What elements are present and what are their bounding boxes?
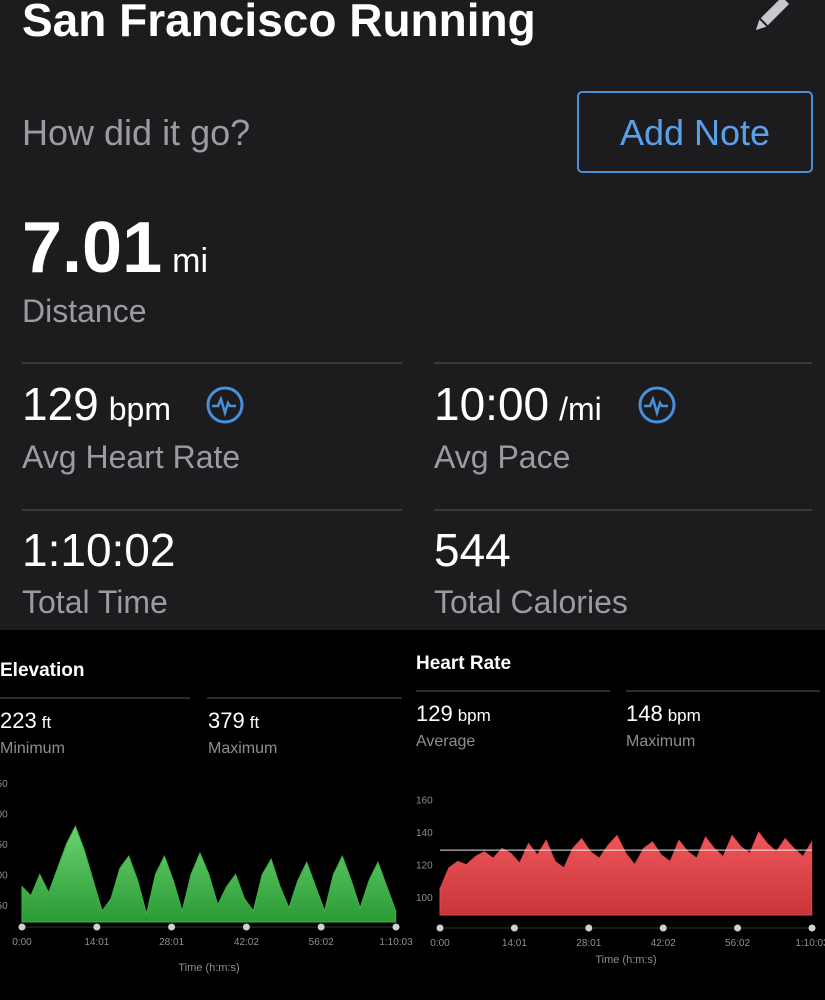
- add-note-label[interactable]: Add Note: [620, 112, 770, 153]
- x-tick-label: 28:01: [159, 937, 184, 948]
- area: [21, 824, 397, 923]
- x-tick-label: 0:00: [12, 937, 32, 948]
- stat-value: 544: [434, 524, 511, 576]
- x-axis-title: Time (h:m:s): [178, 962, 239, 974]
- chart-title: Elevation: [0, 660, 84, 681]
- x-tick-label: 56:02: [725, 938, 750, 949]
- stat-label: Avg Heart Rate: [22, 439, 240, 475]
- y-tick-label: 140: [416, 828, 433, 839]
- stat-unit: /mi: [559, 391, 602, 427]
- stat-number: 10:00: [434, 378, 549, 430]
- summary-unit: ft: [42, 713, 52, 732]
- area: [439, 831, 813, 916]
- y-tick-label: 120: [416, 861, 433, 872]
- heart-rate-panel: [415, 630, 825, 980]
- y-tick-label: 450: [0, 779, 8, 790]
- summary-number: 379: [208, 708, 245, 733]
- summary-number: 223: [0, 708, 37, 733]
- heart-icon[interactable]: [206, 386, 244, 424]
- stat-label: Avg Pace: [434, 439, 570, 475]
- stat-value: 1:10:02: [22, 524, 175, 576]
- x-tick-label: 56:02: [309, 937, 334, 948]
- x-tick-label: 0:00: [430, 938, 450, 949]
- summary-label: Minimum: [0, 740, 65, 757]
- add-note-button[interactable]: [577, 91, 813, 173]
- activity-title: San Francisco Running: [22, 0, 536, 46]
- summary-unit: ft: [250, 713, 260, 732]
- x-tick-label: 1:10:03: [795, 938, 825, 949]
- x-tick-label: 42:02: [651, 938, 676, 949]
- summary-value: 223 ft: [0, 708, 51, 733]
- x-tick-dot: [510, 924, 518, 932]
- stat-value: 10:00/mi: [434, 378, 602, 430]
- x-tick-label: 14:01: [502, 938, 527, 949]
- stat-number: 129: [22, 378, 99, 430]
- x-tick-label: 1:10:03: [379, 937, 413, 948]
- pace-icon[interactable]: [638, 386, 676, 424]
- y-tick-label: 400: [0, 809, 8, 820]
- y-tick-label: 350: [0, 840, 8, 851]
- x-tick-dot: [392, 923, 400, 931]
- x-tick-dot: [436, 924, 444, 932]
- summary-unit: bpm: [668, 706, 701, 725]
- x-tick-dot: [18, 923, 26, 931]
- summary-panel: [0, 0, 825, 630]
- summary-number: 129: [416, 701, 453, 726]
- y-tick-label: 160: [416, 796, 433, 807]
- prompt: How did it go?: [22, 112, 250, 153]
- stat-number: 544: [434, 524, 511, 576]
- stat-number: 1:10:02: [22, 524, 175, 576]
- summary-number: 148: [626, 701, 663, 726]
- stat-unit: bpm: [109, 391, 171, 427]
- x-axis-title: Time (h:m:s): [595, 954, 656, 966]
- edit-icon[interactable]: [752, 0, 790, 34]
- y-tick-label: 300: [0, 870, 8, 881]
- x-tick-dot: [734, 924, 742, 932]
- x-tick-dot: [585, 924, 593, 932]
- summary-label: Maximum: [626, 733, 695, 750]
- x-tick-label: 14:01: [84, 937, 109, 948]
- y-tick-label: 250: [0, 901, 8, 912]
- summary-unit: bpm: [458, 706, 491, 725]
- stat-label: Total Time: [22, 584, 168, 620]
- summary-label: Maximum: [208, 740, 277, 757]
- summary-value: 379 ft: [208, 708, 259, 733]
- summary-value: 129 bpm: [416, 701, 491, 726]
- x-tick-label: 28:01: [576, 938, 601, 949]
- chart-title: Heart Rate: [416, 653, 511, 674]
- x-tick-dot: [93, 923, 101, 931]
- distance-value: 7.01 mi: [22, 208, 208, 288]
- summary-label: Average: [416, 733, 475, 750]
- x-tick-dot: [808, 924, 816, 932]
- y-tick-label: 100: [416, 893, 433, 904]
- stat-label: Total Calories: [434, 584, 628, 620]
- x-tick-dot: [659, 924, 667, 932]
- distance-label: Distance: [22, 293, 147, 329]
- x-tick-label: 42:02: [234, 937, 259, 948]
- stat-value: 129 bpm: [22, 378, 171, 430]
- x-tick-dot: [317, 923, 325, 931]
- elevation-panel: [0, 630, 410, 992]
- x-tick-dot: [242, 923, 250, 931]
- x-tick-dot: [168, 923, 176, 931]
- summary-value: 148 bpm: [626, 701, 701, 726]
